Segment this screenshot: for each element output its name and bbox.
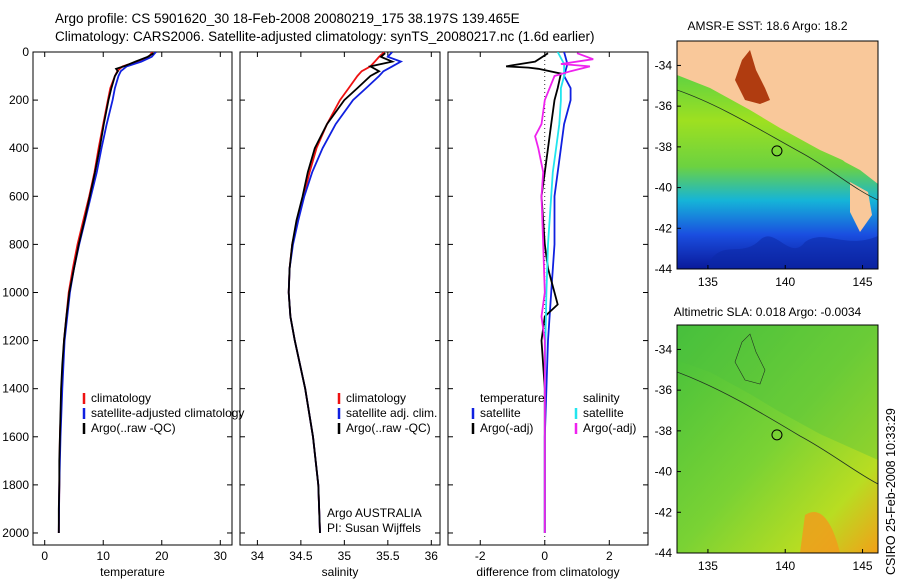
sst-map-xtick-label: 140 — [775, 275, 795, 289]
sla-map-ytick-label: -40 — [655, 465, 673, 479]
sst-map-ytick-label: -40 — [655, 181, 673, 195]
sla-map-ytick-label: -36 — [655, 383, 673, 397]
salinity-xtick-label: 34.5 — [289, 549, 313, 563]
sla-map-float-marker — [771, 429, 783, 441]
sla-map-ytick-label: -34 — [655, 342, 673, 356]
sst-map-axes: AMSR-E SST: 18.6 Argo: 18.2 135 140 145 -34 -… — [655, 19, 879, 289]
footer-stamp: CSIRO 25-Feb-2008 10:33:29 — [884, 408, 898, 575]
depth-tick-label: 1000 — [2, 285, 29, 299]
salinity-axes-box — [239, 51, 441, 546]
salinity-xlabel: salinity — [322, 565, 359, 579]
difference-xtick-label: 2 — [606, 549, 613, 563]
temperature-legend-label: climatology — [91, 391, 151, 405]
depth-tick-label: 200 — [9, 93, 29, 107]
salinity-panel: 34 34.5 35 35.5 36 salinity — [239, 51, 441, 579]
sst-map-title: AMSR-E SST: 18.6 Argo: 18.2 — [687, 19, 847, 33]
depth-tick-label: 1400 — [2, 382, 29, 396]
depth-tick-label: 2000 — [2, 526, 29, 540]
difference-legend-label: satellite — [480, 406, 521, 420]
sst-map-xtick-label: 145 — [853, 275, 873, 289]
salinity-legend-label: satellite adj. clim. — [346, 406, 437, 420]
sla-map-axes: Altimetric SLA: 0.018 Argo: -0.0034 135 14… — [655, 305, 879, 573]
sla-map-frame — [676, 324, 879, 554]
header-line-1: Argo profile: CS 5901620_30 18-Feb-2008 … — [55, 11, 520, 26]
temperature-xtick-label: 0 — [41, 549, 48, 563]
temperature-axes-box — [32, 51, 233, 546]
difference-xlabel: difference from climatology — [476, 565, 619, 579]
difference-legend-heading: salinity — [583, 391, 620, 405]
temperature-series-0 — [57, 52, 154, 534]
temperature-xtick-label: 10 — [97, 549, 111, 563]
depth-tick-label: 1800 — [2, 478, 29, 492]
sst-map-ytick-label: -44 — [655, 262, 673, 276]
sst-map-frame — [676, 40, 879, 270]
sla-map-xtick-label: 135 — [698, 559, 718, 573]
temperature-legend-label: Argo(..raw -QC) — [91, 421, 176, 435]
difference-axes-box — [447, 51, 649, 546]
sla-map-image — [677, 325, 878, 553]
depth-tick-label: 600 — [9, 189, 29, 203]
difference-panel: -2 0 2 difference from climatology — [447, 51, 649, 579]
difference-xtick-label: -2 — [475, 549, 486, 563]
depth-tick-label: 0 — [22, 45, 29, 59]
salinity-xtick-label: 35.5 — [376, 549, 400, 563]
temperature-series-2 — [57, 52, 155, 533]
temperature-legend-label: satellite-adjusted climatology — [91, 406, 244, 420]
difference-legend-label: Argo(-adj) — [480, 421, 533, 435]
depth-tick-label: 400 — [9, 141, 29, 155]
sla-map-title: Altimetric SLA: 0.018 Argo: -0.0034 — [674, 305, 862, 319]
temperature-xlabel: temperature — [100, 565, 165, 579]
sla-map-ytick-label: -38 — [655, 424, 673, 438]
sst-map-ytick-label: -36 — [655, 99, 673, 113]
temperature-xtick-label: 20 — [155, 549, 169, 563]
sst-map-ytick-label: -34 — [655, 58, 673, 72]
sla-map-ytick-label: -44 — [655, 546, 673, 560]
sst-map-ytick-label: -38 — [655, 140, 673, 154]
salinity-legend-label: climatology — [346, 391, 406, 405]
header-line-2: Climatology: CARS2006. Satellite-adjuste… — [55, 29, 595, 44]
difference-series-0 — [543, 52, 572, 533]
difference-legend-label: satellite — [583, 406, 624, 420]
salinity-xtick-label: 36 — [425, 549, 439, 563]
temperature-xtick-label: 30 — [214, 549, 228, 563]
sla-map-xtick-label: 140 — [775, 559, 795, 573]
difference-legend: temperature salinitysatelliteArgo(-adj)sa… — [471, 391, 636, 435]
temperature-series-1 — [57, 52, 157, 534]
sla-map-ytick-label: -42 — [655, 505, 673, 519]
sst-map-ytick-label: -42 — [655, 221, 673, 235]
depth-tick-label: 1200 — [2, 334, 29, 348]
temperature-panel: 0 10 20 30 0 200 400 600 800 1000 1200 1400 1600 1800… — [2, 45, 233, 579]
sst-map-image — [677, 41, 878, 269]
salinity-series-1 — [287, 52, 404, 534]
salinity-xtick-label: 34 — [251, 549, 265, 563]
difference-legend-label: Argo(-adj) — [583, 421, 636, 435]
difference-xtick-label: 0 — [541, 549, 548, 563]
institution-label: Argo AUSTRALIA — [327, 506, 422, 520]
difference-series-3 — [534, 52, 594, 533]
difference-series-1 — [505, 52, 562, 533]
pi-label: PI: Susan Wijffels — [327, 521, 421, 535]
sst-map-xtick-label: 135 — [698, 275, 718, 289]
sst-map-float-marker — [771, 145, 783, 157]
depth-tick-label: 1600 — [2, 430, 29, 444]
depth-tick-label: 800 — [9, 237, 29, 251]
salinity-legend-label: Argo(..raw -QC) — [346, 421, 431, 435]
salinity-xtick-label: 35 — [338, 549, 352, 563]
salinity-series-2 — [287, 52, 396, 534]
difference-legend-heading: temperature — [480, 391, 545, 405]
sla-map-xtick-label: 145 — [853, 559, 873, 573]
